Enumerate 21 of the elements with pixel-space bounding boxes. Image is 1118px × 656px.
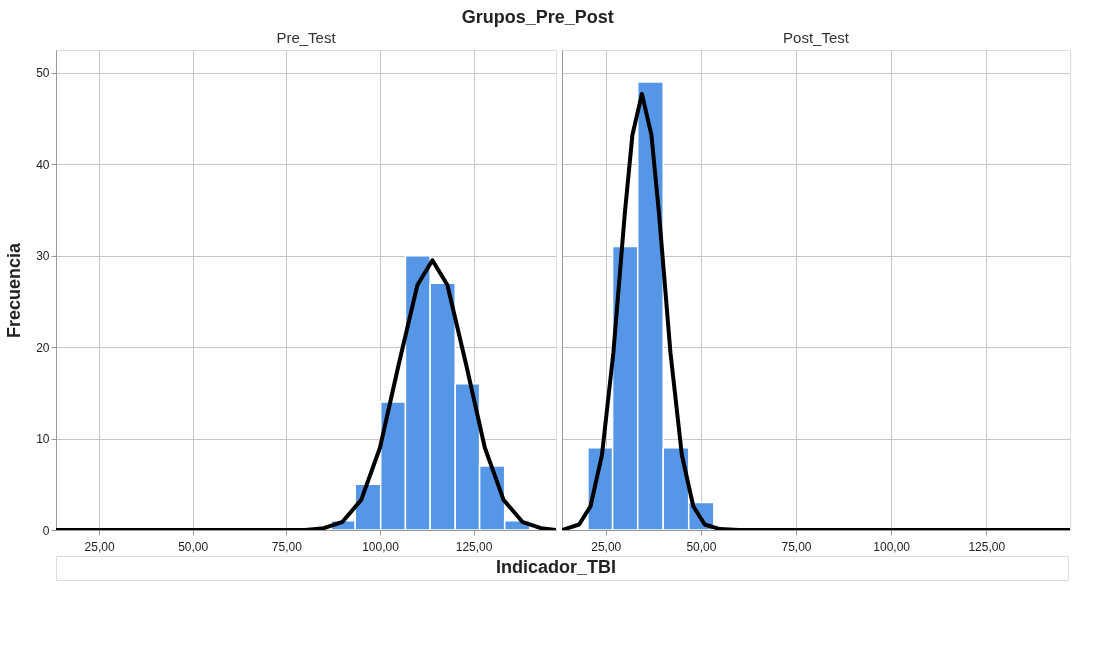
y-tick-label: 40	[36, 157, 50, 172]
x-tick-label: 25,00	[84, 539, 115, 554]
x-tick-label: 125,00	[968, 539, 1006, 554]
x-tick-label: 125,00	[455, 539, 493, 554]
x-axis-title: Indicador_TBI	[495, 557, 617, 577]
y-tick-label: 0	[42, 523, 50, 538]
y-axis-title: Frecuencia	[4, 241, 25, 339]
x-tick-label: 75,00	[271, 539, 303, 554]
x-tick-label: 25,00	[591, 539, 622, 554]
chart-title: Post_Test	[783, 29, 850, 46]
text: Grupos_Pre_Post	[461, 6, 614, 27]
x-tick-label: 50,00	[178, 539, 209, 554]
chart-title: Pre_Test	[276, 29, 337, 46]
x-tick-label: 75,00	[781, 539, 812, 554]
x-tick-label: 100,00	[362, 539, 400, 554]
x-tick-label: 100,00	[873, 539, 911, 554]
y-tick-label: 50	[36, 66, 50, 81]
x-tick-label: 50,00	[686, 539, 717, 554]
y-tick-label: 20	[36, 340, 50, 355]
y-tick-label: 30	[36, 249, 50, 264]
y-tick-label: 10	[36, 432, 50, 447]
